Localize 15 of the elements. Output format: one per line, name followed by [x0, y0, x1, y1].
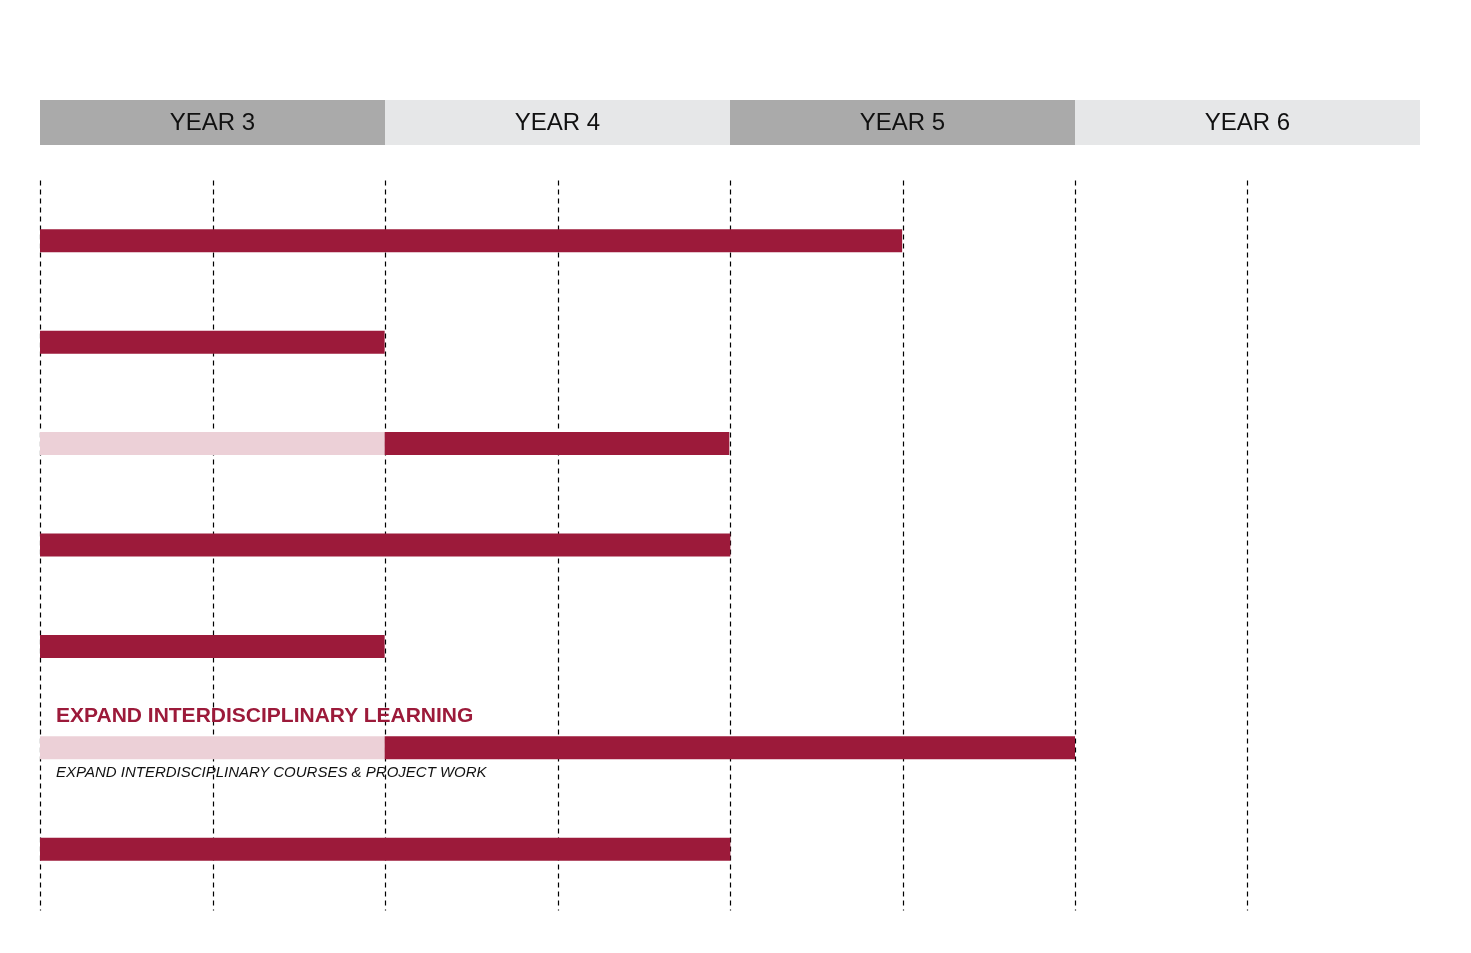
bar	[384, 432, 730, 456]
bar	[40, 330, 385, 354]
bar	[40, 736, 385, 760]
bar	[40, 432, 385, 456]
bar	[40, 533, 731, 557]
bar	[40, 634, 385, 658]
bar	[40, 229, 903, 253]
bar	[384, 736, 1075, 760]
text: YEAR 5	[859, 108, 946, 135]
text: YEAR 6	[1204, 108, 1291, 135]
annotation: EXPAND INTERDISCIPLINARY LEARNING	[56, 702, 474, 726]
y-tick-label: EXPAND INTERDISCIPLINARY COURSES & PROJECT WORK	[56, 762, 488, 780]
text: YEAR 3	[169, 108, 256, 135]
bar	[40, 837, 731, 861]
text: YEAR 4	[514, 108, 601, 135]
